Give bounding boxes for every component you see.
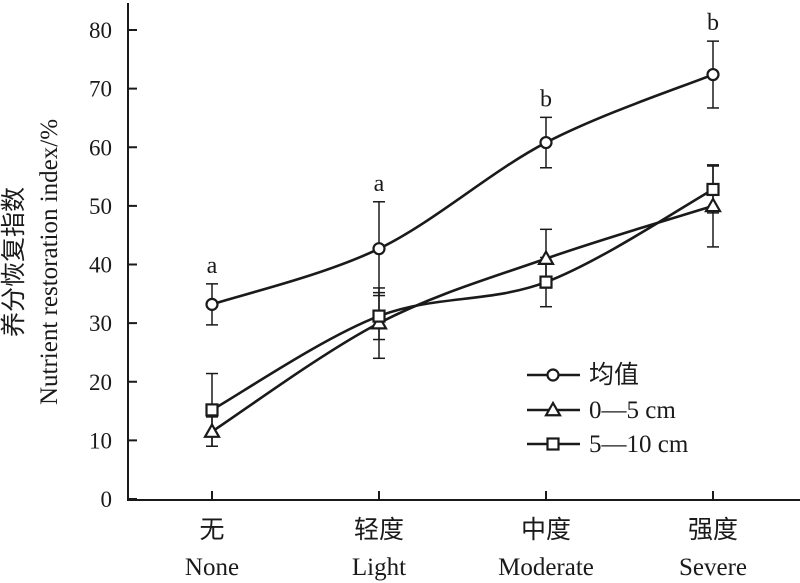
x-tick-label-en: Moderate	[498, 554, 594, 581]
axes: 0 10 20 30 40 50 60 70 80 无 None 轻度 Light 中度 Moderate 强…	[89, 3, 800, 581]
data-point-5-10cm	[372, 309, 386, 323]
x-tick-label-en: Severe	[679, 554, 747, 581]
y-tick-label: 20	[89, 370, 112, 395]
legend-label-mean: 均值	[589, 361, 639, 389]
y-tick-label: 10	[89, 428, 112, 453]
x-tick-label-cn: 无	[199, 517, 224, 544]
legend: 均值 0—5 cm 5—10 cm	[527, 361, 689, 458]
y-tick-label: 40	[89, 253, 112, 278]
y-axis-title: 养分恢复指数 Nutrient restoration index/%	[0, 119, 63, 405]
data-point-5-10cm	[205, 403, 219, 417]
significance-letter: a	[374, 171, 385, 197]
y-tick-label: 70	[89, 77, 112, 102]
data-point-0-5cm	[203, 422, 221, 438]
series-line-5-10cm	[211, 188, 714, 412]
data-point-mean	[539, 135, 553, 150]
legend-label-0-5cm: 0—5 cm	[589, 397, 676, 424]
data-point-mean	[372, 242, 386, 256]
x-tick-label-en: None	[185, 554, 239, 581]
y-tick-label: 50	[89, 194, 112, 219]
significance-letter: b	[707, 10, 719, 36]
legend-label-5-10cm: 5—10 cm	[589, 431, 689, 458]
y-tick-label: 60	[89, 135, 112, 160]
x-tick-label-en: Light	[352, 554, 406, 581]
series-markers	[203, 67, 722, 438]
x-tick-label-cn: 中度	[521, 516, 571, 544]
data-point-mean	[205, 297, 219, 311]
y-tick-label: 30	[89, 311, 112, 336]
data-point-5-10cm	[539, 275, 553, 289]
legend-marker-mean	[546, 368, 560, 382]
series-line-mean	[211, 73, 714, 306]
legend-marker-5-10cm	[546, 437, 560, 451]
legend-marker-0-5cm	[544, 400, 562, 417]
data-point-5-10cm	[706, 182, 720, 197]
series-line-0-5cm	[211, 204, 714, 433]
significance-letter: a	[207, 253, 218, 279]
significance-labels: a a b b	[207, 10, 719, 279]
y-axis-title-cn: 养分恢复指数	[0, 187, 28, 337]
x-tick-label-cn: 强度	[688, 516, 738, 544]
data-point-mean	[706, 67, 720, 82]
series-lines	[211, 73, 714, 433]
data-point-0-5cm	[704, 196, 722, 213]
y-tick-label: 80	[89, 18, 112, 43]
data-point-0-5cm	[537, 249, 555, 265]
y-axis-title-en: Nutrient restoration index/%	[36, 119, 63, 405]
x-tick-label-cn: 轻度	[354, 516, 404, 544]
y-tick-label: 0	[101, 487, 113, 512]
significance-letter: b	[540, 86, 552, 112]
